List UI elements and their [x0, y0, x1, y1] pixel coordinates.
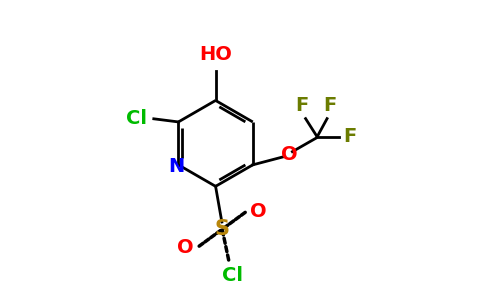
Text: Cl: Cl	[222, 266, 242, 285]
Text: O: O	[178, 238, 194, 257]
Text: HO: HO	[199, 45, 232, 64]
Text: O: O	[250, 202, 267, 220]
Text: F: F	[296, 96, 309, 115]
Text: F: F	[324, 96, 337, 115]
Text: S: S	[215, 219, 230, 239]
Text: Cl: Cl	[126, 109, 147, 128]
Text: N: N	[168, 157, 185, 176]
Text: F: F	[344, 127, 357, 146]
Text: O: O	[281, 146, 297, 164]
